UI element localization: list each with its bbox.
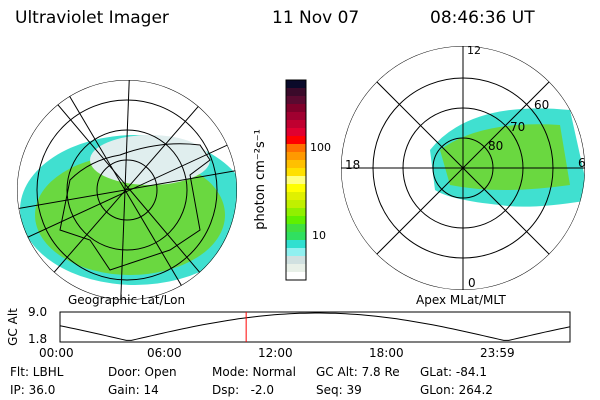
colorbar-tick-10: 10	[312, 229, 326, 242]
instrument-title: Ultraviolet Imager	[15, 8, 169, 28]
colorbar-band	[286, 120, 306, 129]
colorbar-band	[286, 224, 306, 233]
colorbar-band	[286, 248, 306, 257]
colorbar-band	[286, 88, 306, 97]
xtick-4: 23:59	[480, 346, 515, 360]
colorbar-tick-100: 100	[310, 141, 331, 154]
lat-60: 60	[534, 98, 550, 112]
altitude-ylabel: GC Alt	[5, 308, 20, 346]
status-ip: IP: 36.0	[10, 383, 56, 397]
status-mode: Mode: Normal	[212, 365, 296, 379]
altitude-plot	[59, 311, 571, 343]
mlt-12: 12	[467, 44, 481, 57]
colorbar-band	[286, 200, 306, 209]
colorbar-band	[286, 112, 306, 121]
colorbar-band	[286, 136, 306, 145]
colorbar-band	[286, 240, 306, 249]
lat-70: 70	[510, 120, 526, 134]
mlt-6: 6	[578, 156, 586, 170]
colorbar-band	[286, 208, 306, 217]
colorbar-band	[286, 160, 306, 169]
colorbar-band	[286, 192, 306, 201]
geographic-label: Geographic Lat/Lon	[68, 293, 186, 307]
mlt-18: 18	[345, 158, 361, 172]
xtick-2: 12:00	[258, 346, 293, 360]
colorbar-band	[286, 272, 306, 281]
colorbar-band	[286, 104, 306, 113]
altitude-ymin: 1.8	[28, 332, 48, 346]
status-door: Door: Open	[108, 365, 177, 379]
date: 11 Nov 07	[272, 8, 360, 28]
colorbar	[285, 79, 307, 281]
colorbar-band	[286, 232, 306, 241]
colorbar-band	[286, 256, 306, 265]
colorbar-band	[286, 184, 306, 193]
status-seq: Seq: 39	[316, 383, 362, 397]
mlt-0: 0	[468, 276, 476, 290]
xtick-0: 00:00	[39, 346, 74, 360]
status-dsp: Dsp: -2.0	[212, 383, 275, 397]
colorbar-band	[286, 144, 306, 153]
status-flt: Flt: LBHL	[10, 365, 64, 379]
status-gcalt: GC Alt: 7.8 Re	[316, 365, 400, 379]
altitude-curve	[59, 312, 571, 341]
time: 08:46:36 UT	[430, 8, 535, 28]
geographic-map	[17, 80, 237, 300]
colorbar-frame	[285, 79, 307, 281]
colorbar-band	[286, 264, 306, 273]
altitude-ymax: 9.0	[28, 305, 48, 319]
colorbar-band	[286, 80, 306, 89]
xtick-1: 06:00	[147, 346, 182, 360]
xtick-3: 18:00	[369, 346, 404, 360]
colorbar-band	[286, 96, 306, 105]
status-glon: GLon: 264.2	[420, 383, 493, 397]
colorbar-band	[286, 128, 306, 137]
colorbar-band	[286, 216, 306, 225]
colorbar-unit: photon cm⁻²s⁻¹	[252, 129, 268, 230]
lat-80: 80	[488, 139, 504, 153]
magnetic-map	[341, 46, 585, 290]
status-gain: Gain: 14	[108, 383, 159, 397]
colorbar-band	[286, 152, 306, 161]
status-glat: GLat: -84.1	[420, 365, 487, 379]
apex-label: Apex MLat/MLT	[416, 293, 506, 307]
colorbar-band	[286, 176, 306, 185]
colorbar-band	[286, 168, 306, 177]
